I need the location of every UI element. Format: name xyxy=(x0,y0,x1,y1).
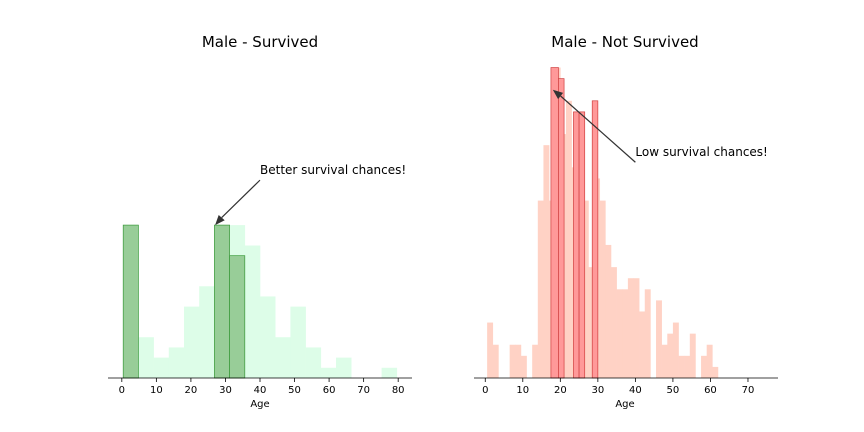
x-tick-label: 0 xyxy=(119,385,125,396)
histogram-bar xyxy=(627,278,634,378)
histogram-bar xyxy=(336,357,352,378)
histogram-bar xyxy=(622,289,629,378)
highlight-bar xyxy=(122,224,139,379)
annotation-text: Better survival chances! xyxy=(260,163,406,177)
histogram-bar xyxy=(260,296,276,378)
histogram-bar xyxy=(678,355,685,378)
x-tick-label: 60 xyxy=(323,385,336,396)
highlight-bar xyxy=(591,100,599,379)
histogram-bar xyxy=(599,200,606,378)
histogram-bar xyxy=(667,333,674,378)
x-tick-label: 0 xyxy=(482,385,488,396)
histogram-bar xyxy=(138,337,154,378)
chart-male-survived: Male - Survived 0 10 20 30 40 50 60 70 80 Age Be… xyxy=(108,33,412,410)
highlight-bar xyxy=(214,224,230,379)
histogram-bar xyxy=(381,367,398,378)
histogram-bar xyxy=(644,289,651,378)
histogram-bar xyxy=(605,244,612,378)
highlight-bar xyxy=(573,111,580,379)
histogram-bar xyxy=(656,300,662,378)
histogram-bar xyxy=(509,344,516,378)
highlight-bar xyxy=(550,67,559,379)
histogram-bar xyxy=(244,245,261,378)
chart-title: Male - Not Survived xyxy=(551,33,698,51)
histogram-bar xyxy=(537,200,544,378)
x-axis-label: Age xyxy=(615,399,634,410)
histogram-bar xyxy=(616,289,623,378)
histogram-bar xyxy=(633,278,640,378)
annotation: Better survival chances! xyxy=(215,163,406,226)
histogram-bar xyxy=(153,357,170,378)
x-tick-label: 30 xyxy=(591,385,604,396)
chart-title: Male - Survived xyxy=(202,33,318,51)
x-tick-label: 70 xyxy=(357,385,370,396)
histogram-bar xyxy=(290,306,306,378)
histogram-bar xyxy=(701,355,707,378)
annotation-arrow xyxy=(221,179,261,219)
x-tick-label: 40 xyxy=(629,385,642,396)
annotation-arrowhead xyxy=(215,214,225,226)
x-tick-label: 10 xyxy=(516,385,529,396)
histogram-bar xyxy=(275,337,291,378)
x-tick-label: 50 xyxy=(667,385,680,396)
x-tick-label: 20 xyxy=(185,385,198,396)
x-ticks: 0 10 20 30 40 50 60 70 80 xyxy=(119,378,405,396)
x-tick-label: 30 xyxy=(219,385,232,396)
histogram-bar xyxy=(661,344,668,378)
histogram-bar xyxy=(184,306,200,378)
histogram-bar xyxy=(543,145,550,378)
histogram-bar xyxy=(610,267,617,378)
x-tick-label: 20 xyxy=(554,385,567,396)
histogram-bar xyxy=(689,333,696,378)
histogram-bar xyxy=(487,322,494,378)
histogram-bar xyxy=(582,200,589,378)
highlight-bar xyxy=(229,255,246,379)
x-tick-label: 10 xyxy=(150,385,163,396)
histogram-bar xyxy=(168,347,185,378)
background-histogram xyxy=(487,67,719,379)
histogram-bar xyxy=(515,344,522,378)
annotation: Low survival chances! xyxy=(552,89,768,163)
histogram-bar xyxy=(639,311,646,378)
histogram-bar xyxy=(305,347,322,378)
x-tick-label: 40 xyxy=(254,385,267,396)
x-tick-label: 80 xyxy=(392,385,405,396)
histogram-bar xyxy=(684,355,691,378)
histogram-bar xyxy=(520,355,527,378)
x-tick-label: 70 xyxy=(742,385,755,396)
histogram-bar xyxy=(532,344,539,378)
histogram-bar xyxy=(706,344,713,378)
histogram-bar xyxy=(712,366,719,378)
annotation-arrowhead xyxy=(552,89,564,100)
histogram-bar xyxy=(588,267,595,378)
annotation-text: Low survival chances! xyxy=(635,145,767,159)
x-ticks: 0 10 20 30 40 50 60 70 xyxy=(482,378,754,396)
x-tick-label: 60 xyxy=(704,385,717,396)
histogram-bar xyxy=(672,322,679,378)
histogram-bar xyxy=(565,100,572,379)
x-axis-label: Age xyxy=(250,399,269,410)
histogram-bar xyxy=(492,344,499,378)
highlight-bar xyxy=(558,78,565,379)
chart-male-not-survived: Male - Not Survived 0 10 20 30 40 50 60 70 Age … xyxy=(474,33,778,410)
annotation-arrow xyxy=(560,95,636,163)
histogram-bar xyxy=(320,367,337,378)
highlight-bar xyxy=(578,111,586,379)
x-tick-label: 50 xyxy=(288,385,301,396)
background-histogram xyxy=(123,225,398,378)
histogram-bar xyxy=(199,286,215,378)
